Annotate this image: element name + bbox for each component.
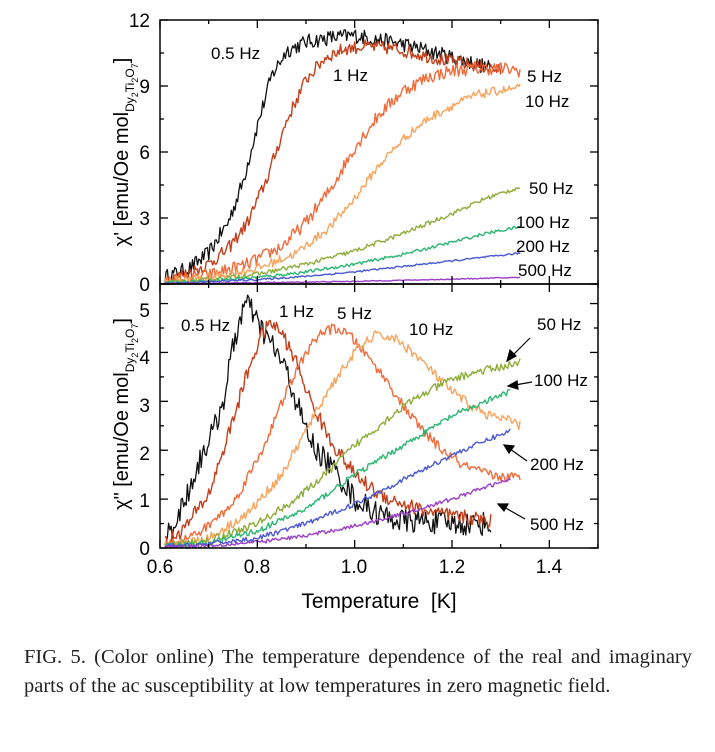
top-ytick-6: 6 (139, 143, 150, 164)
top-chart-panel: 0 3 6 9 12 χ' [emu/Oe molDy2Ti2O7] 0.5 H… (111, 11, 599, 296)
xtick-1-2: 1.2 (439, 557, 465, 578)
bottom-label-1hz: 1 Hz (279, 302, 314, 321)
bottom-series-labels: 0.5 Hz 1 Hz 5 Hz 10 Hz 50 Hz 100 Hz 200 … (181, 302, 588, 534)
top-ytick-9: 9 (139, 77, 150, 98)
bottom-label-100hz: 100 Hz (534, 371, 588, 390)
figure: 0 3 6 9 12 χ' [emu/Oe molDy2Ti2O7] 0.5 H… (111, 11, 599, 613)
top-series-1-hzline (164, 39, 502, 285)
arrow-500hz (503, 506, 526, 520)
top-series-0-5-hzline (164, 29, 491, 284)
bottom-label-200hz: 200 Hz (530, 455, 584, 474)
arrowhead-100hz (506, 380, 519, 390)
bottom-annotation-arrows (496, 337, 533, 520)
bottom-ytick-1: 1 (139, 491, 150, 512)
top-series-200-hzline (164, 251, 521, 285)
top-series-500-hzline (164, 276, 521, 285)
top-label-10hz: 10 Hz (525, 92, 569, 111)
bottom-label-5hz: 5 Hz (337, 304, 372, 323)
bottom-ytick-2: 2 (139, 444, 150, 465)
bottom-series-500-hzline (164, 478, 511, 549)
top-series-50-hzline (164, 187, 521, 285)
top-series-labels: 0.5 Hz 1 Hz 5 Hz 10 Hz 50 Hz 100 Hz 200 … (211, 44, 573, 280)
bottom-label-50hz: 50 Hz (537, 315, 581, 334)
top-y-axis-label: χ' [emu/Oe molDy2Ti2O7] (111, 58, 140, 247)
top-label-50hz: 50 Hz (529, 179, 573, 198)
xtick-0-8: 0.8 (244, 557, 270, 578)
bottom-series-100-hzline (164, 388, 511, 549)
bottom-y-tick-labels: 0 1 2 3 4 5 (139, 301, 150, 560)
bottom-tick-marks (159, 284, 599, 549)
bottom-series-200-hzline (164, 428, 511, 549)
top-label-100hz: 100 Hz (516, 213, 570, 232)
top-y-tick-labels: 0 3 6 9 12 (129, 11, 150, 296)
bottom-chart-panel: 0 1 2 3 4 5 0.6 0.8 1.0 1.2 1.4 Temperat… (111, 283, 599, 613)
bottom-ytick-0: 0 (139, 539, 150, 560)
xtick-0-6: 0.6 (147, 557, 173, 578)
bottom-series-1-hzline (164, 319, 492, 547)
top-ytick-0: 0 (139, 275, 150, 296)
top-series-5-hzline (164, 61, 521, 285)
arrowhead-50hz (506, 348, 517, 363)
top-label-200hz: 200 Hz (516, 237, 570, 256)
bottom-ytick-3: 3 (139, 396, 150, 417)
bottom-ytick-5: 5 (139, 301, 150, 322)
bottom-y-axis-label: χ" [emu/Oe molDy2Ti2O7] (111, 318, 140, 510)
bottom-series-50-hzline (164, 358, 521, 549)
top-label-0-5hz: 0.5 Hz (211, 44, 260, 63)
top-ytick-12: 12 (129, 11, 150, 32)
arrowhead-500hz (496, 503, 510, 513)
top-label-5hz: 5 Hz (527, 67, 562, 86)
bottom-curves (164, 294, 521, 549)
bottom-label-10hz: 10 Hz (409, 320, 453, 339)
arrowhead-200hz (502, 444, 516, 455)
top-label-500hz: 500 Hz (518, 261, 572, 280)
xtick-1-4: 1.4 (536, 557, 563, 578)
top-label-1hz: 1 Hz (333, 66, 368, 85)
bottom-series-10-hzline (164, 330, 521, 549)
top-curves (164, 29, 521, 285)
bottom-series-0-5-hzline (164, 294, 492, 546)
bottom-label-500hz: 500 Hz (530, 515, 584, 534)
figure-caption: FIG. 5. (Color online) The temperature d… (24, 646, 692, 697)
top-series-10-hzline (164, 83, 521, 285)
top-tick-marks (159, 19, 599, 285)
bottom-label-0-5hz: 0.5 Hz (181, 316, 230, 335)
x-tick-labels: 0.6 0.8 1.0 1.2 1.4 (147, 557, 563, 578)
bottom-plot-frame (159, 283, 599, 549)
x-axis-label: Temperature [K] (301, 590, 456, 613)
bottom-series-5-hzline (164, 323, 521, 549)
xtick-1-0: 1.0 (341, 557, 367, 578)
top-ytick-3: 3 (139, 209, 150, 230)
arrow-200hz (509, 448, 528, 462)
bottom-ytick-4: 4 (139, 348, 150, 369)
